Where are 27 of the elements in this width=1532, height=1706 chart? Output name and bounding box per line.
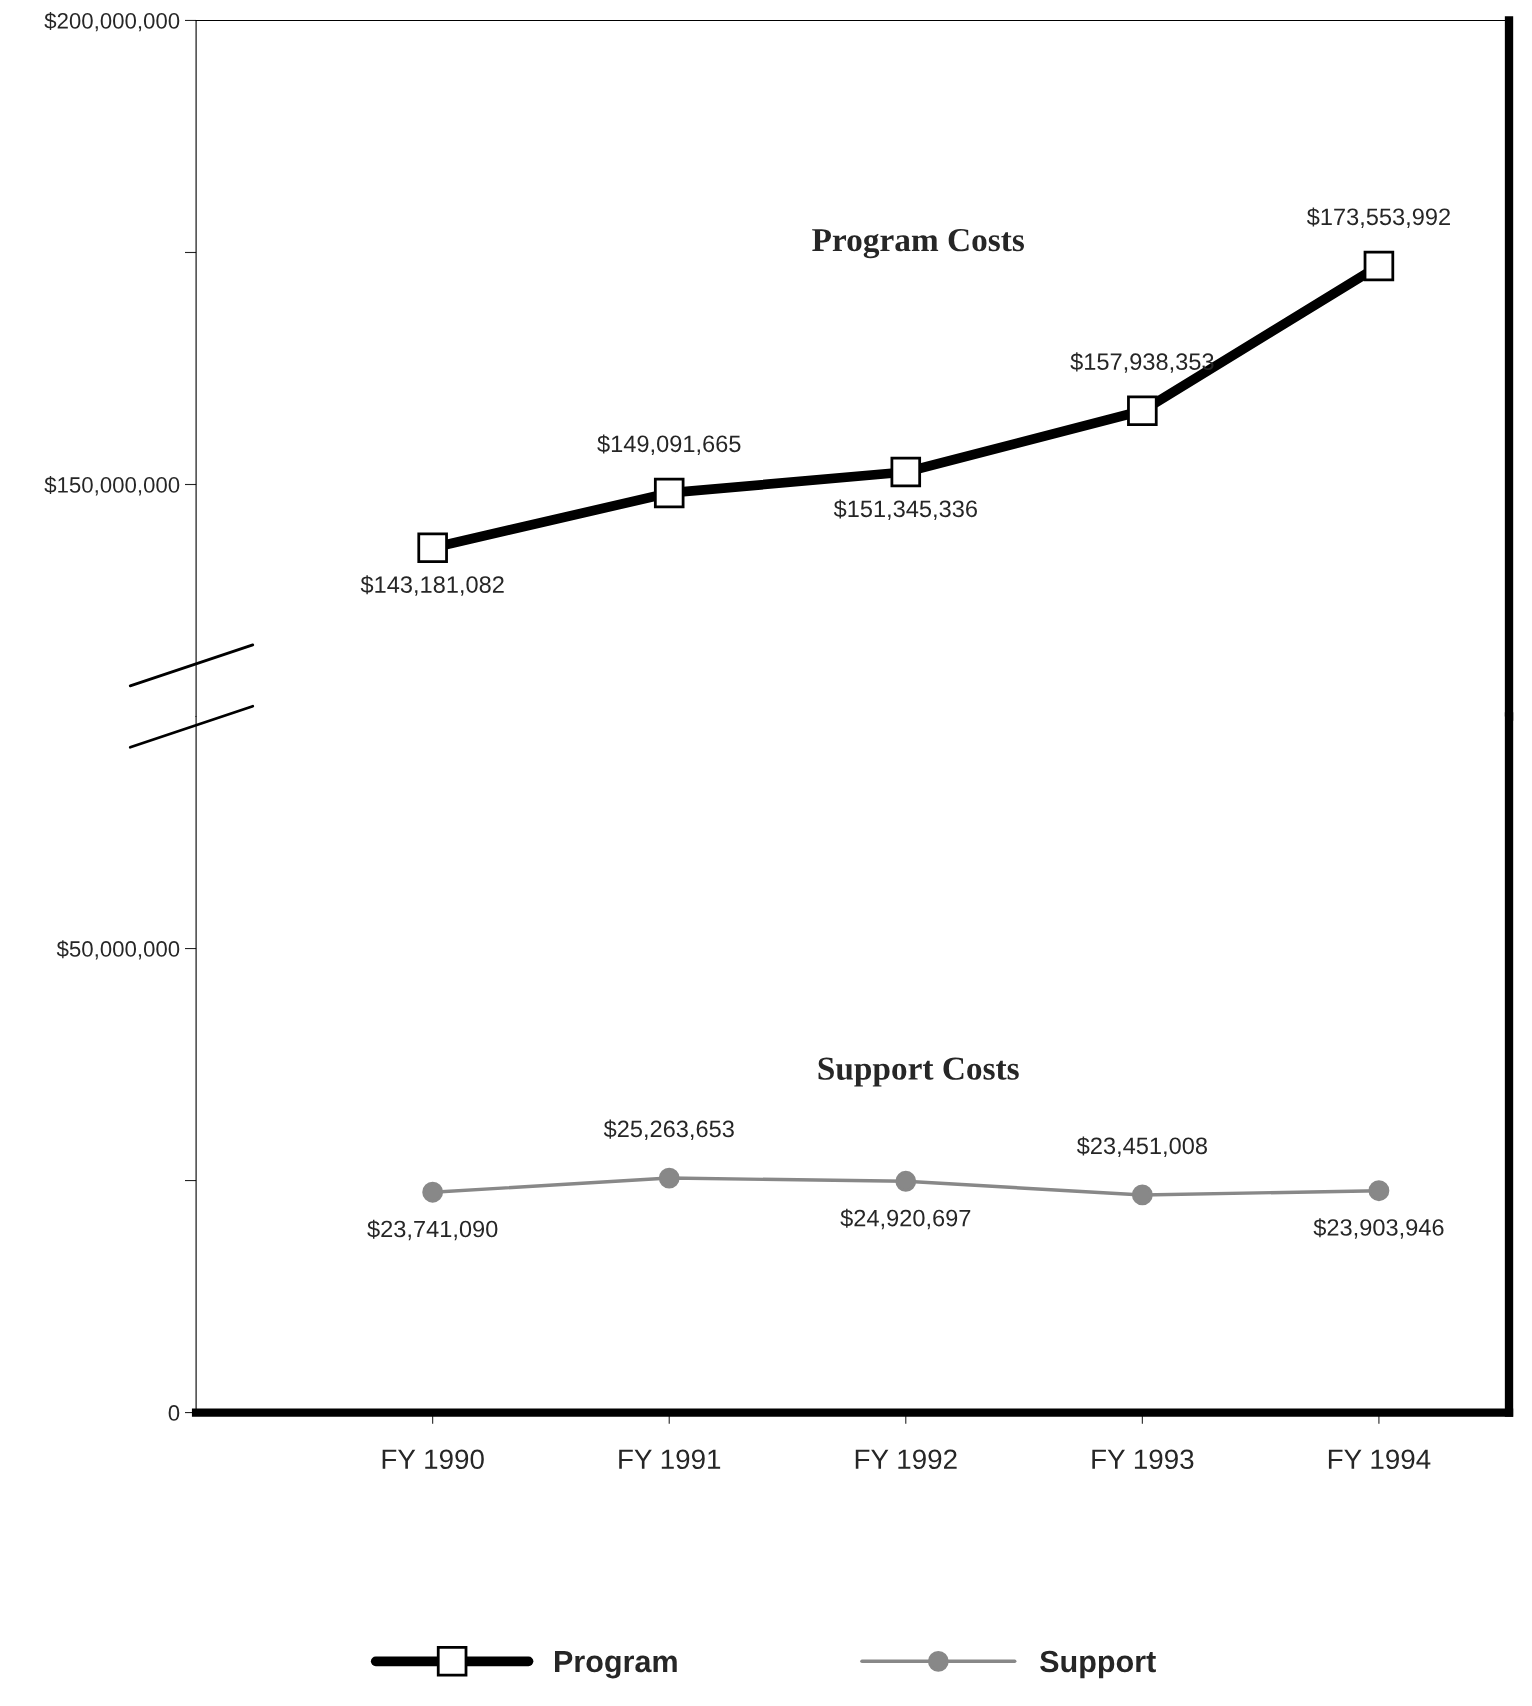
point [890,456,922,488]
x-tick-label: FY 1990 [382,1449,484,1470]
point [653,477,685,509]
y-tick-label: $150,000,000 [44,476,180,496]
point [417,532,448,564]
point [1363,250,1395,282]
point [1127,395,1158,427]
data-label: $143,181,082 [360,575,504,596]
data-label: $23,903,946 [1313,1218,1444,1239]
legend-label: Support [1040,1650,1156,1679]
data-label: $24,920,697 [840,1208,971,1230]
data-label: $149,091,665 [597,434,741,455]
x-tick-label: FY 1992 [855,1449,957,1470]
x-tick-label: FY 1994 [1328,1449,1431,1470]
y-tick-label: $50,000,000 [56,940,180,960]
data-label: $23,451,008 [1076,1136,1207,1157]
legend-label: Program [555,1651,677,1679]
y-tick-label: $200,000,000 [44,12,180,32]
text: Support Costs [818,1057,1019,1087]
y-tick-label: 0 [168,1405,180,1421]
data-label: $151,345,336 [833,499,977,520]
x-tick-label: FY 1993 [1092,1449,1194,1470]
data-label: $23,741,090 [367,1219,498,1241]
x-tick-label: FY 1991 [619,1449,721,1470]
text: Program Costs [812,228,1025,259]
data-label: $173,553,992 [1306,207,1450,228]
data-label: $25,263,653 [603,1119,734,1141]
